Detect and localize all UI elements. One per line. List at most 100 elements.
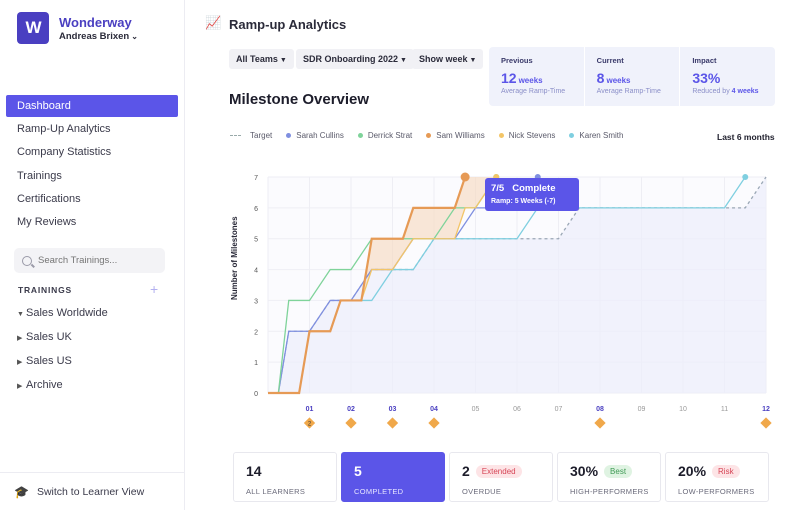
stat-value: 8 weeks xyxy=(597,70,680,86)
stat-value: 33% xyxy=(692,70,775,86)
user-menu[interactable]: Andreas Brixen ⌄ xyxy=(59,31,138,42)
filter-teams-dropdown[interactable]: All Teams ▼ xyxy=(229,49,294,69)
status-badge: Risk xyxy=(712,464,740,478)
search-box xyxy=(14,248,165,273)
card-number: 20% Risk xyxy=(678,463,768,479)
stat-label: Impact xyxy=(692,56,717,65)
milestone-marker-label: 2 xyxy=(308,422,312,428)
stat-number: 33% xyxy=(692,70,721,86)
stat-value: 12 weeks xyxy=(501,70,584,86)
caret-down-icon: ▼ xyxy=(400,57,407,64)
series-line-derrick-strat xyxy=(268,176,497,394)
trainings-header: TRAININGS xyxy=(18,285,72,295)
stat-current: Current 8 weeks Average Ramp-Time xyxy=(585,47,681,106)
card-overdue[interactable]: 2 Extended OVERDUE xyxy=(449,452,553,502)
search-icon xyxy=(22,255,32,266)
chart-tooltip: 7/5 Complete Ramp: 5 Weeks (-7) xyxy=(485,178,579,211)
caret-right-icon: ▶ xyxy=(17,335,23,342)
legend-item-karen[interactable]: Karen Smith xyxy=(569,131,623,140)
stat-sub-strong: 4 weeks xyxy=(731,88,759,95)
series-endpoint xyxy=(742,174,749,180)
sidebar-item-certifications[interactable]: Certifications xyxy=(17,192,81,205)
add-training-icon[interactable]: + xyxy=(150,281,159,297)
caret-right-icon: ▶ xyxy=(17,383,23,390)
card-completed[interactable]: 5 COMPLETED xyxy=(341,452,445,502)
sidebar-item-ramp-up-analytics[interactable]: Ramp-Up Analytics xyxy=(17,123,111,136)
card-value: 20% xyxy=(678,463,707,479)
filter-week-dropdown[interactable]: Show week ▼ xyxy=(412,49,484,69)
legend-dash xyxy=(230,135,241,136)
card-high-performers[interactable]: 30% Best HIGH-PERFORMERS xyxy=(557,452,661,502)
stat-number: 12 xyxy=(501,70,517,86)
card-number: 30% Best xyxy=(570,463,660,479)
tree-item-sales-worldwide[interactable]: ▼ Sales Worldwide xyxy=(17,306,108,330)
stat-label: Previous xyxy=(501,56,533,65)
x-tick-label: 07 xyxy=(555,406,563,413)
card-low-performers[interactable]: 20% Risk LOW-PERFORMERS xyxy=(665,452,769,502)
tree-item-sales-uk[interactable]: ▶ Sales UK xyxy=(17,330,108,354)
x-tick-label: 05 xyxy=(472,406,480,413)
card-label: HIGH-PERFORMERS xyxy=(570,487,649,496)
caret-right-icon: ▶ xyxy=(17,359,23,366)
x-tick-label: 02 xyxy=(347,406,355,413)
card-label: ALL LEARNERS xyxy=(246,487,306,496)
legend-item-sarah[interactable]: Sarah Cullins xyxy=(286,131,344,140)
filter-onboarding-dropdown[interactable]: SDR Onboarding 2022 ▼ xyxy=(296,49,414,69)
legend-item-sam[interactable]: Sam Williams xyxy=(426,131,485,140)
time-range-select[interactable]: Last 6 months xyxy=(717,132,775,142)
x-tick-label: 04 xyxy=(430,406,438,413)
series-line-sam-williams xyxy=(268,176,467,395)
status-badge: Best xyxy=(604,464,633,478)
stat-unit: weeks xyxy=(518,76,543,85)
milestone-marker xyxy=(428,417,440,429)
stat-impact: Impact 33% Reduced by 4 weeks xyxy=(680,47,775,106)
card-number: 2 Extended xyxy=(462,463,552,479)
y-tick-label: 7 xyxy=(254,175,258,182)
sidebar-item-trainings[interactable]: Trainings xyxy=(17,169,62,182)
y-tick-label: 0 xyxy=(254,391,258,398)
legend-dot xyxy=(357,133,363,138)
tree-item-label: Archive xyxy=(26,379,63,391)
legend-item-target[interactable]: Target xyxy=(230,131,272,140)
legend-item-derrick[interactable]: Derrick Strat xyxy=(357,131,413,140)
sidebar-item-dashboard[interactable]: Dashboard xyxy=(6,95,178,117)
card-all-learners[interactable]: 14 ALL LEARNERS xyxy=(233,452,337,502)
tree-item-sales-us[interactable]: ▶ Sales US xyxy=(17,354,108,378)
app-logo[interactable]: W xyxy=(17,12,49,44)
filter-label: SDR Onboarding 2022 xyxy=(303,54,399,64)
tooltip-ratio: 7/5 xyxy=(491,183,505,194)
card-label: COMPLETED xyxy=(354,487,404,496)
y-tick-label: 3 xyxy=(254,298,258,305)
legend-label: Karen Smith xyxy=(579,131,624,140)
legend-item-nick[interactable]: Nick Stevens xyxy=(498,131,555,140)
search-input[interactable] xyxy=(38,255,158,266)
tree-item-archive[interactable]: ▶ Archive xyxy=(17,378,108,402)
stat-sub: Average Ramp-Time xyxy=(501,88,566,95)
switch-learner-view-button[interactable]: 🎓 Switch to Learner View xyxy=(0,472,184,510)
x-tick-label: 11 xyxy=(721,406,728,413)
legend-dot xyxy=(286,133,292,138)
trainings-tree: ▼ Sales Worldwide ▶ Sales UK ▶ Sales US ▶ Ar… xyxy=(17,306,108,402)
x-tick-label: 08 xyxy=(596,406,604,413)
sidebar-item-my-reviews[interactable]: My Reviews xyxy=(17,215,77,228)
series-endpoint xyxy=(460,172,470,182)
legend-label: Derrick Strat xyxy=(367,131,413,140)
tooltip-title: 7/5 Complete xyxy=(491,183,579,194)
stat-sub: Reduced by 4 weeks xyxy=(692,88,775,95)
caret-down-icon: ▼ xyxy=(17,311,24,318)
x-tick-label: 01 xyxy=(306,406,314,413)
switch-label: Switch to Learner View xyxy=(36,485,145,498)
caret-down-icon: ▼ xyxy=(469,57,477,64)
sidebar-item-company-statistics[interactable]: Company Statistics xyxy=(17,146,112,159)
card-value: 2 xyxy=(462,463,470,479)
milestone-marker xyxy=(345,417,357,429)
chart-legend: Target Sarah Cullins Derrick Strat Sam W… xyxy=(230,131,637,140)
milestone-marker xyxy=(386,417,399,429)
stat-label: Current xyxy=(596,56,624,65)
ramp-time-stats: Previous 12 weeks Average Ramp-Time Curre… xyxy=(489,47,775,106)
card-value: 5 xyxy=(354,463,362,479)
x-tick-label: 03 xyxy=(389,406,397,413)
y-tick-label: 2 xyxy=(254,329,258,336)
card-label: LOW-PERFORMERS xyxy=(678,487,755,496)
